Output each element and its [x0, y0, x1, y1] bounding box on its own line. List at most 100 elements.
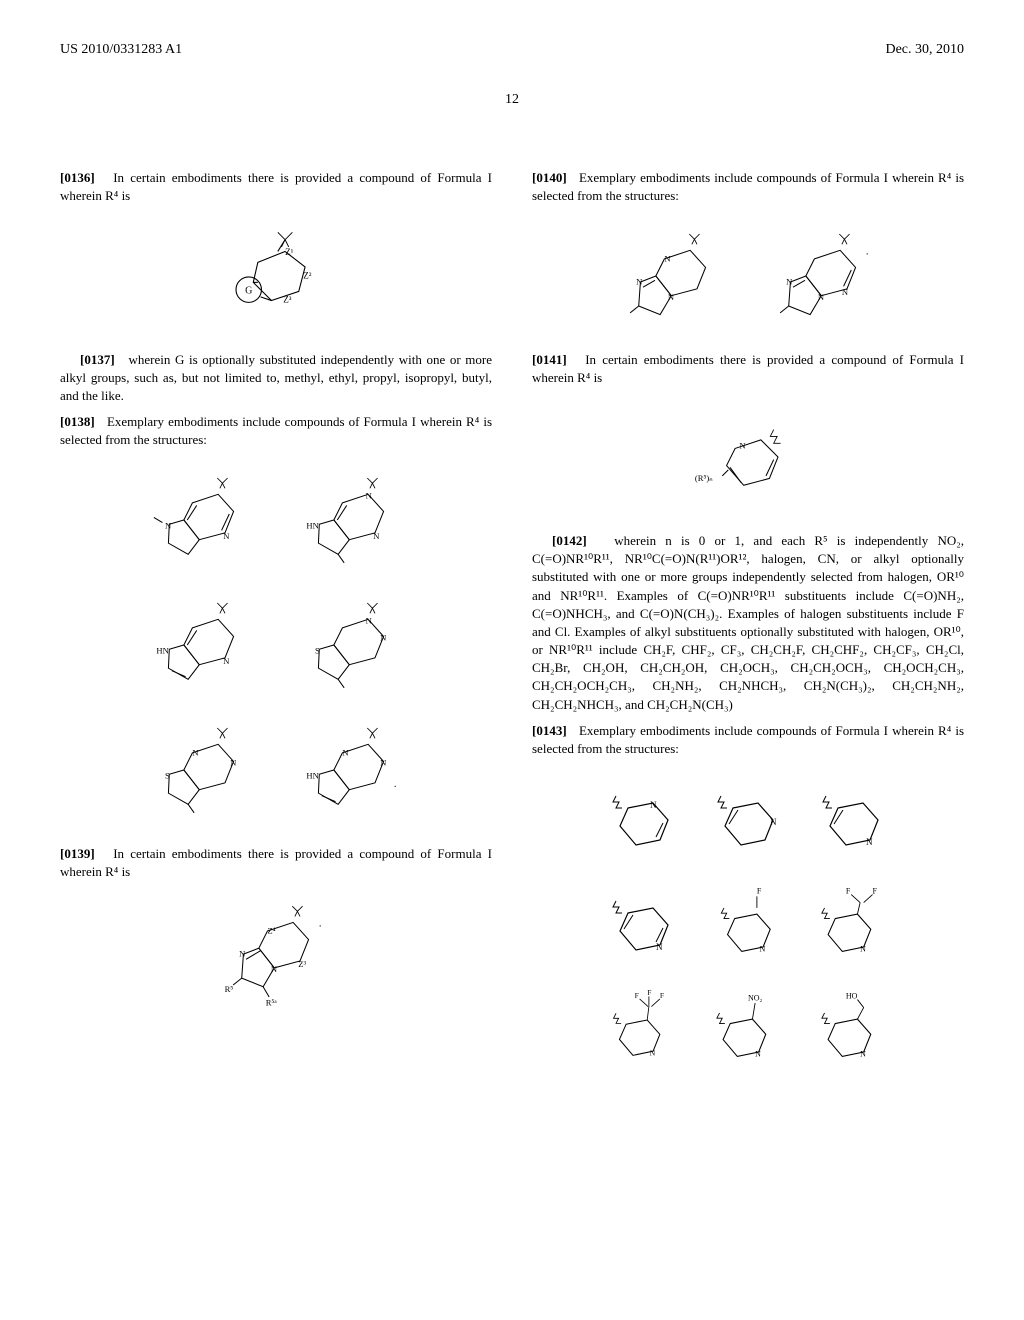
svg-text:N: N	[668, 292, 674, 302]
svg-text:Z²: Z²	[303, 270, 312, 280]
page-header: US 2010/0331283 A1 Dec. 30, 2010	[60, 40, 964, 60]
para-num: [0142]	[552, 533, 587, 548]
svg-text:F: F	[660, 991, 664, 1000]
svg-text:N: N	[866, 837, 873, 847]
para-num: [0137]	[80, 352, 115, 367]
para-0142: [0142] wherein n is 0 or 1, and each R⁵ …	[532, 532, 964, 714]
svg-text:N: N	[342, 747, 348, 757]
chem-structure-icon: N N S	[291, 595, 411, 695]
para-num: [0136]	[60, 170, 95, 185]
svg-text:F: F	[647, 988, 651, 997]
svg-text:R⁵: R⁵	[225, 984, 234, 994]
svg-text:N: N	[818, 292, 824, 302]
para-text: Exemplary embodiments include compounds …	[532, 170, 964, 203]
svg-text:HN: HN	[306, 770, 318, 780]
svg-text:F: F	[873, 887, 878, 896]
svg-text:(R⁵)ₙ: (R⁵)ₙ	[695, 473, 713, 483]
chem-structure-icon: N (R⁵)ₙ	[688, 407, 808, 507]
svg-text:N: N	[165, 520, 171, 530]
left-column: [0136] In certain embodiments there is p…	[60, 169, 492, 1093]
chem-structure-icon: F N	[703, 883, 793, 963]
svg-text:N: N	[664, 253, 670, 263]
para-text: In certain embodiments there is provided…	[532, 352, 964, 385]
right-column: [0140] Exemplary embodiments include com…	[532, 169, 964, 1093]
para-num: [0140]	[532, 170, 567, 185]
svg-text:S: S	[165, 770, 170, 780]
svg-text:Z⁴: Z⁴	[267, 925, 275, 935]
para-0140: [0140] Exemplary embodiments include com…	[532, 169, 964, 205]
svg-text:N: N	[271, 964, 277, 974]
svg-text:Z¹: Z¹	[285, 247, 294, 257]
svg-text:N: N	[380, 632, 386, 642]
para-num: [0141]	[532, 352, 567, 367]
structure-0143-row1: N N N	[532, 778, 964, 858]
svg-text:.: .	[319, 919, 322, 930]
structure-0143-row2: N F N F F N	[532, 883, 964, 963]
svg-text:F: F	[846, 887, 851, 896]
para-text: wherein n is 0 or 1, and each R⁵ is inde…	[532, 533, 964, 712]
structure-0138-row1: N N N N HN	[60, 470, 492, 570]
chem-structure-icon: N N HN .	[291, 720, 411, 820]
structure-0143-row3: F F F N NO₂ N HO	[532, 988, 964, 1068]
svg-text:N: N	[770, 817, 777, 827]
doc-date: Dec. 30, 2010	[885, 40, 964, 60]
svg-text:.: .	[866, 246, 869, 257]
two-column-layout: [0136] In certain embodiments there is p…	[60, 169, 964, 1093]
svg-text:N: N	[650, 800, 657, 810]
para-text: Exemplary embodiments include compounds …	[60, 414, 492, 447]
svg-text:.: .	[394, 779, 397, 790]
svg-text:HN: HN	[156, 645, 168, 655]
chem-structure-icon: N N N .	[763, 226, 883, 326]
svg-text:F: F	[635, 991, 639, 1000]
para-num: [0138]	[60, 414, 95, 429]
para-text: In certain embodiments there is provided…	[60, 170, 492, 203]
para-num: [0139]	[60, 846, 95, 861]
structure-0139: Z⁴ Z³ N N R⁵ R⁵ᵃ .	[60, 901, 492, 1021]
svg-text:N: N	[842, 286, 848, 296]
svg-text:N: N	[739, 440, 745, 450]
chem-structure-icon: N N	[141, 470, 261, 570]
svg-text:HO: HO	[846, 992, 858, 1001]
svg-text:N: N	[755, 1050, 761, 1059]
svg-text:N: N	[239, 949, 245, 959]
structure-0140: N N N N N N .	[532, 226, 964, 326]
para-0141: [0141] In certain embodiments there is p…	[532, 351, 964, 387]
para-0139: [0139] In certain embodiments there is p…	[60, 845, 492, 881]
svg-text:Z³: Z³	[298, 959, 306, 969]
svg-text:N: N	[366, 490, 372, 500]
chem-structure-icon: NO₂ N	[703, 988, 793, 1068]
svg-text:N: N	[860, 945, 866, 954]
svg-text:N: N	[380, 757, 386, 767]
svg-text:N: N	[860, 1050, 866, 1059]
structure-0138-row2: N HN N N S	[60, 595, 492, 695]
para-num: [0143]	[532, 723, 567, 738]
svg-text:N: N	[786, 276, 792, 286]
para-0136: [0136] In certain embodiments there is p…	[60, 169, 492, 205]
chem-structure-icon: Z⁴ Z³ N N R⁵ R⁵ᵃ .	[216, 901, 336, 1021]
para-text: wherein G is optionally substituted inde…	[60, 352, 492, 403]
chem-structure-icon: N N S	[141, 720, 261, 820]
chem-structure-icon: N HN	[141, 595, 261, 695]
para-0137: [0137] wherein G is optionally substitut…	[60, 351, 492, 406]
chem-structure-icon: N	[598, 778, 688, 858]
chem-structure-icon: HO N	[808, 988, 898, 1068]
page-number: 12	[60, 90, 964, 110]
chem-structure-icon: F F N	[808, 883, 898, 963]
chem-structure-icon: N	[808, 778, 898, 858]
chem-structure-icon: N	[598, 883, 688, 963]
para-text: Exemplary embodiments include compounds …	[532, 723, 964, 756]
svg-text:NO₂: NO₂	[748, 994, 763, 1003]
structure-0141: N (R⁵)ₙ	[532, 407, 964, 507]
svg-text:N: N	[223, 655, 229, 665]
para-0138: [0138] Exemplary embodiments include com…	[60, 413, 492, 449]
doc-number: US 2010/0331283 A1	[60, 40, 182, 60]
chem-structure-icon: N N HN	[291, 470, 411, 570]
svg-text:N: N	[656, 942, 663, 952]
chem-structure-icon: F F F N	[598, 988, 688, 1068]
svg-text:HN: HN	[306, 520, 318, 530]
structure-0138-row3: N N S N N HN .	[60, 720, 492, 820]
svg-text:N: N	[650, 1049, 656, 1058]
para-text: In certain embodiments there is provided…	[60, 846, 492, 879]
svg-text:G: G	[245, 285, 252, 296]
svg-text:N: N	[373, 530, 379, 540]
